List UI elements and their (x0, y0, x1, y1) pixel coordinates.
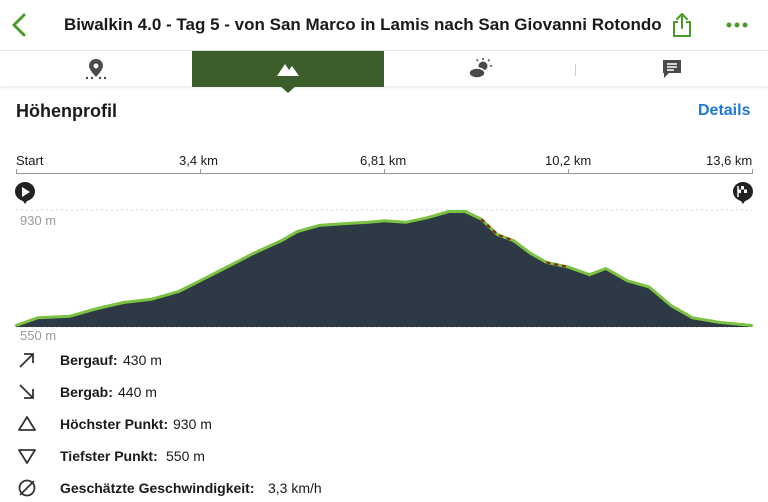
elevation-profile-svg (14, 209, 754, 328)
steep-segment (480, 218, 515, 242)
speed-icon (18, 479, 36, 497)
elevation-max-label: 930 m (20, 213, 57, 228)
elevation-point (718, 321, 721, 324)
distance-tick (568, 169, 569, 174)
elevation-point (150, 298, 153, 301)
elevation-point (366, 221, 369, 224)
elevation-point (528, 251, 532, 255)
steep-segment (546, 261, 569, 268)
elevation-point (463, 210, 467, 213)
stat-descent: Bergab: 440 m (0, 378, 768, 406)
finish-flag-pin-icon (733, 182, 753, 204)
elevation-line (15, 210, 753, 327)
elevation-point (36, 316, 39, 319)
elevation-point (512, 239, 516, 242)
distance-tick (384, 169, 385, 174)
page-title: Biwalkin 4.0 - Tag 5 - von San Marco in … (64, 15, 662, 34)
finish-marker[interactable] (732, 181, 754, 210)
elevation-point (691, 316, 694, 319)
distance-tick-label: 3,4 km (179, 153, 219, 168)
distance-axis: Start 3,4 km 6,81 km 10,2 km 13,6 km (0, 150, 768, 180)
tab-comments[interactable] (576, 51, 768, 87)
elevation-point (198, 279, 202, 283)
distance-tick (16, 169, 17, 174)
elevation-area (16, 211, 752, 327)
stat-label: Bergab: (60, 384, 113, 400)
elevation-min-label: 550 m (20, 328, 57, 343)
triangle-up-icon (18, 416, 36, 431)
elevation-point (669, 304, 673, 307)
elevation-point (296, 230, 299, 233)
elevation-point (68, 315, 72, 318)
elevation-point (566, 265, 570, 269)
active-tab-indicator (279, 85, 297, 93)
section-title: Höhenprofil (16, 101, 117, 121)
elevation-point (225, 265, 229, 269)
elevation-point (252, 251, 256, 255)
elevation-point (426, 216, 429, 219)
elevation-point (647, 285, 651, 289)
elevation-point (447, 210, 451, 213)
tab-weather[interactable] (384, 51, 576, 87)
elevation-point (604, 267, 608, 270)
elevation-profile-chart[interactable]: 930 m 550 m (0, 200, 768, 345)
distance-tick (200, 169, 201, 174)
elevation-point (383, 219, 386, 222)
tab-divider (575, 64, 576, 76)
chevron-left-icon (12, 13, 26, 37)
stat-label: Bergauf: (60, 352, 118, 368)
elevation-point (588, 273, 591, 276)
mountains-icon (277, 64, 299, 76)
share-icon (673, 13, 691, 37)
elevation-point (626, 279, 629, 283)
more-button[interactable] (724, 14, 750, 36)
stat-label: Geschätzte Geschwindigkeit: (60, 480, 255, 496)
stat-value: 440 m (118, 384, 157, 400)
distance-tick-label: 13,6 km (706, 153, 753, 168)
tab-elevation[interactable] (192, 51, 384, 87)
elevation-point (279, 239, 283, 242)
elevation-point (339, 222, 342, 226)
stat-lowest-point: Tiefster Punkt: 550 m (0, 442, 768, 470)
stat-label: Höchster Punkt: (60, 416, 169, 432)
distance-tick-label: 6,81 km (360, 153, 407, 168)
comment-icon (663, 60, 681, 78)
stat-value: 430 m (123, 352, 162, 368)
stat-value: 3,3 km/h (268, 480, 322, 496)
distance-tick-label: 10,2 km (545, 153, 592, 168)
elevation-point (95, 307, 99, 310)
distance-tick-label: Start (16, 153, 44, 168)
back-button[interactable] (8, 11, 32, 39)
tab-bar (0, 50, 768, 87)
map-pin-icon (85, 59, 107, 80)
elevation-point (123, 301, 126, 304)
top-bar: Biwalkin 4.0 - Tag 5 - von San Marco in … (0, 0, 768, 50)
stat-label: Tiefster Punkt: (60, 448, 158, 464)
elevation-point (496, 233, 499, 236)
elevation-point (750, 324, 754, 327)
stat-highest-point: Höchster Punkt: 930 m (0, 410, 768, 438)
play-pin-icon (15, 182, 35, 204)
tab-location[interactable] (0, 51, 192, 87)
distance-tick (752, 169, 753, 174)
more-dots-icon (726, 22, 748, 28)
elevation-point (177, 290, 180, 293)
start-marker[interactable] (14, 181, 36, 210)
share-button[interactable] (671, 12, 693, 38)
triangle-down-icon (18, 449, 36, 464)
stat-value: 930 m (173, 416, 212, 432)
weather-icon (468, 58, 492, 79)
elevation-point (404, 221, 407, 224)
stat-ascent: Bergauf: 430 m (0, 346, 768, 374)
stat-speed: Geschätzte Geschwindigkeit: 3,3 km/h (0, 474, 768, 502)
arrow-down-right-icon (19, 384, 34, 399)
stat-value: 550 m (166, 448, 205, 464)
elevation-point (14, 324, 18, 327)
arrow-up-right-icon (19, 353, 34, 368)
details-link[interactable]: Details (698, 102, 751, 119)
elevation-point (317, 224, 321, 227)
